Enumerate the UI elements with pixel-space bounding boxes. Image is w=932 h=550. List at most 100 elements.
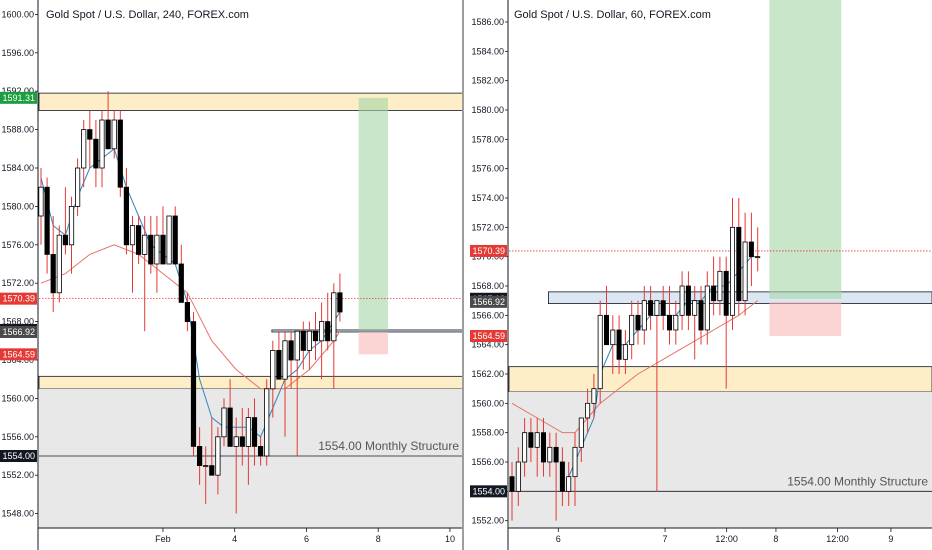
y-tick-label: 1576.00 — [471, 164, 504, 174]
ema-slow-line — [511, 300, 759, 434]
candle-bear — [93, 138, 99, 169]
y-tick-label: 1566.00 — [471, 310, 504, 320]
x-tick-label: 6 — [304, 534, 309, 544]
candle-bear — [723, 270, 729, 316]
candle-bear — [337, 292, 343, 313]
candle-bull — [585, 402, 591, 419]
candle-bull — [56, 234, 62, 294]
candle-bear — [209, 465, 215, 476]
price-badge-label: 1570.39 — [2, 294, 35, 304]
candle-bull — [673, 314, 679, 331]
zone-stop — [769, 301, 842, 337]
y-tick-label: 1556.00 — [471, 457, 504, 467]
candle-bear — [667, 314, 673, 331]
candle-bull — [306, 330, 313, 351]
y-tick-label: 1582.00 — [471, 76, 504, 86]
y-tick-label: 1580.00 — [471, 105, 504, 115]
y-tick-label: 1560.00 — [471, 398, 504, 408]
candle-bear — [257, 445, 264, 457]
candle-bear — [312, 330, 319, 342]
candle-bear — [135, 225, 142, 255]
y-tick-label: 1576.00 — [1, 240, 34, 250]
candle-bull — [610, 329, 616, 346]
candle-bull — [215, 436, 221, 476]
y-tick-label: 1552.00 — [1, 470, 34, 480]
chart-title-60: Gold Spot / U.S. Dollar, 60, FOREX.com — [514, 9, 711, 21]
price-badge-label: 1564.59 — [2, 349, 35, 359]
candle-bull — [75, 167, 81, 207]
candle-bear — [50, 253, 56, 294]
x-tick-label: 12:00 — [715, 534, 738, 544]
candle-bear — [698, 300, 704, 331]
y-tick-label: 1558.00 — [471, 428, 504, 438]
candle-bull — [166, 215, 172, 265]
candle-bull — [547, 446, 553, 463]
y-tick-label: 1572.00 — [471, 222, 504, 232]
candle-bear — [509, 476, 515, 492]
candle-bull — [704, 285, 710, 331]
x-tick-label: 8 — [773, 534, 778, 544]
y-tick-label: 1564.00 — [471, 340, 504, 350]
candle-bull — [233, 436, 239, 447]
price-badge — [0, 348, 37, 361]
y-tick-label: 1562.00 — [471, 369, 504, 379]
candle-bull — [142, 234, 148, 255]
candle-bull — [572, 446, 578, 478]
candle-bull — [154, 234, 160, 265]
candle-bear — [160, 234, 166, 265]
y-tick-label: 1584.00 — [471, 46, 504, 56]
y-tick-label: 1580.00 — [1, 201, 34, 211]
candle-bull — [111, 119, 117, 150]
candle-bull — [654, 300, 660, 316]
candle-bull — [99, 119, 105, 169]
candle-bear — [196, 445, 203, 466]
candle-bull — [522, 432, 528, 463]
x-tick-label: 10 — [445, 534, 455, 544]
price-badge-label: 1554.00 — [2, 451, 35, 461]
zone-structure — [39, 388, 463, 528]
candle-bull — [717, 270, 723, 302]
candle-bull — [264, 388, 270, 457]
chart-240-panel: 1554.00 Monthly Structure 1600.00 1596.00 1… — [0, 0, 464, 550]
candle-bear — [616, 329, 622, 360]
candle-bull — [578, 417, 584, 448]
candle-bull — [730, 226, 736, 316]
y-tick-label: 1572.00 — [1, 278, 34, 288]
zone-supply — [38, 92, 464, 111]
price-badge-label: 1591.31 — [2, 93, 35, 103]
y-tick-label: 1584.00 — [1, 163, 34, 173]
candle-bull — [294, 330, 300, 361]
candle-bear — [276, 349, 282, 380]
candle-bull — [591, 388, 597, 404]
candle-bear — [635, 314, 641, 331]
candle-bear — [190, 321, 197, 447]
candle-bull — [318, 321, 325, 342]
candle-bear — [227, 407, 233, 447]
x-tick-label: 8 — [376, 534, 381, 544]
y-tick-label: 1596.00 — [1, 48, 34, 58]
y-tick-label: 1560.00 — [1, 393, 34, 403]
candle-bear — [251, 417, 258, 447]
candle-bull — [129, 225, 136, 246]
zone-entry — [271, 329, 464, 333]
x-tick-label: Feb — [155, 534, 171, 544]
candle-bear — [288, 340, 294, 361]
y-tick-label: 1586.00 — [471, 17, 504, 27]
candle-bull — [68, 205, 75, 246]
zone-stop — [358, 331, 388, 355]
price-badge — [470, 244, 507, 257]
candle-bull — [742, 241, 748, 302]
y-tick-label: 1592.00 — [1, 86, 34, 96]
candle-bull — [245, 417, 251, 447]
monthly-structure-label: 1554.00 Monthly Structure — [787, 474, 928, 488]
x-tick-label: 4 — [232, 534, 237, 544]
chart-title-240: Gold Spot / U.S. Dollar, 240, FOREX.com — [46, 9, 249, 21]
candle-bear — [559, 461, 565, 492]
x-tick-label: 9 — [888, 534, 893, 544]
candle-bull — [270, 349, 276, 390]
candle-bull — [566, 476, 572, 492]
candle-bull — [755, 256, 761, 259]
candle-bull — [38, 186, 44, 217]
price-badge — [0, 292, 37, 305]
price-badge-label: 1564.59 — [472, 331, 505, 341]
